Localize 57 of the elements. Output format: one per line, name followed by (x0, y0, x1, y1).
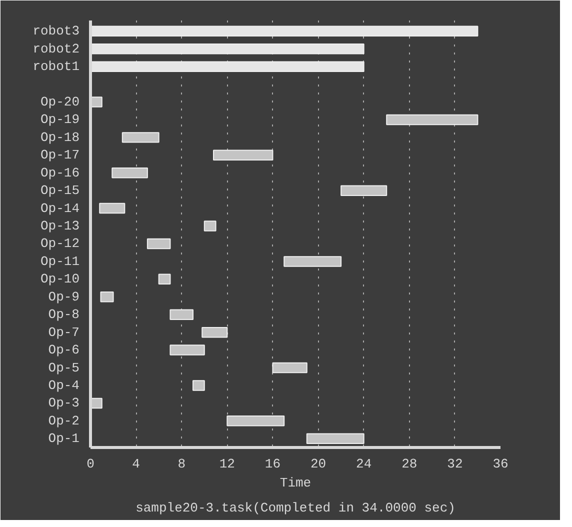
bar (284, 256, 342, 267)
y-tick-label: Op-5 (48, 360, 80, 376)
x-axis-title: Time (280, 476, 312, 490)
bar (158, 274, 171, 285)
bar (99, 202, 126, 214)
y-tick-label: Op-17 (40, 148, 80, 163)
y-tick-label: Op-9 (48, 289, 80, 304)
y-tick-label: Op-19 (40, 112, 80, 128)
bar (340, 185, 388, 196)
x-tick-label: 12 (219, 456, 235, 472)
y-tick-label: robot3 (32, 24, 80, 39)
y-tick-label: Op-20 (40, 94, 80, 110)
bar (204, 220, 216, 232)
y-tick-label: Op-18 (40, 130, 80, 145)
y-tick-label: Op-14 (40, 200, 80, 216)
bar (90, 61, 364, 72)
bar (112, 168, 148, 178)
y-tick-label: robot1 (32, 59, 80, 74)
y-tick-label: Op-1 (48, 431, 80, 446)
y-tick-label: robot2 (32, 41, 80, 56)
x-tick-label: 24 (356, 456, 372, 472)
x-tick-label: 8 (178, 456, 186, 472)
y-tick-label: Op-12 (40, 236, 80, 252)
y-tick-label: Op-15 (40, 183, 80, 198)
y-tick-label: Op-2 (48, 413, 80, 428)
bar (386, 114, 478, 126)
y-tick-label: Op-10 (40, 272, 80, 287)
x-tick-label: 0 (86, 456, 94, 472)
y-tick-label: Op-8 (48, 307, 80, 322)
bar (213, 150, 274, 161)
bar (192, 380, 205, 391)
bar (306, 433, 364, 444)
bar (90, 96, 102, 108)
y-tick-label: Op-11 (40, 254, 80, 269)
bar (272, 362, 308, 374)
bar (122, 132, 160, 143)
y-tick-label: Op-3 (48, 396, 80, 411)
y-tick-label: Op-6 (48, 342, 80, 358)
text: sample20-3.task(Completed in 34.0000 sec) (136, 500, 456, 516)
y-tick-label: Op-4 (48, 378, 80, 393)
bar (170, 309, 194, 320)
x-tick-label: 16 (264, 456, 281, 472)
bar (90, 43, 364, 54)
bar (146, 238, 171, 250)
x-tick-label: 32 (447, 456, 463, 472)
y-tick-label: Op-7 (48, 324, 80, 340)
y-tick-label: Op-13 (40, 218, 80, 234)
x-tick-label: 28 (402, 456, 418, 472)
bar (170, 344, 205, 356)
bar (100, 292, 114, 302)
bar (90, 26, 478, 37)
x-tick-label: 20 (310, 456, 326, 472)
y-tick-label: Op-16 (40, 165, 80, 180)
x-tick-label: 4 (132, 456, 140, 472)
x-tick-label: 36 (492, 456, 508, 472)
bar (202, 326, 228, 338)
bar (226, 416, 285, 426)
